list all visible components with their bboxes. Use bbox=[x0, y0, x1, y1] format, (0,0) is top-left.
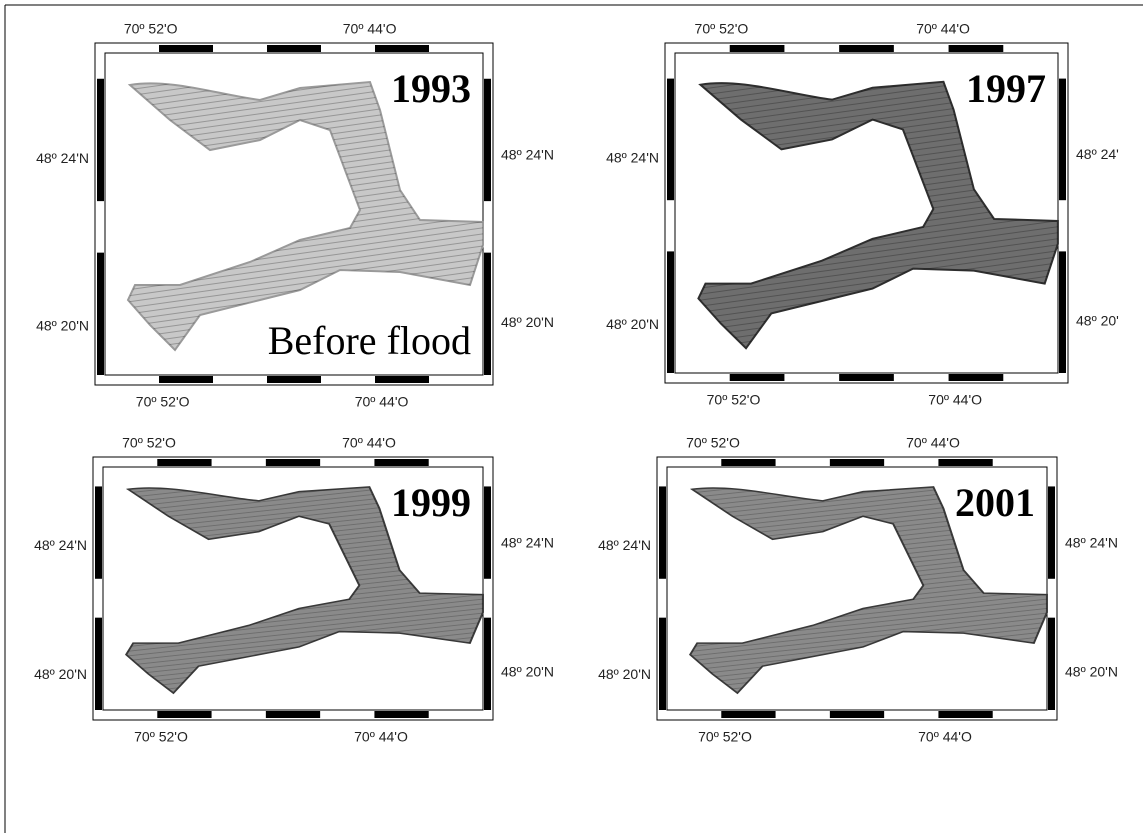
scale-bar bbox=[97, 253, 104, 375]
year-label: 1997 bbox=[966, 66, 1046, 111]
longitude-label: 70º 44'O bbox=[928, 392, 982, 408]
longitude-label: 70º 44'O bbox=[918, 729, 972, 745]
scale-bar bbox=[484, 253, 491, 375]
scale-bar bbox=[949, 45, 1004, 52]
scale-bar bbox=[159, 45, 213, 52]
latitude-label: 48º 20'N bbox=[36, 318, 89, 334]
scale-bar bbox=[938, 711, 992, 718]
longitude-label: 70º 52'O bbox=[122, 435, 176, 451]
longitude-label: 70º 44'O bbox=[916, 21, 970, 37]
longitude-label: 70º 44'O bbox=[355, 394, 409, 410]
longitude-label: 70º 52'O bbox=[124, 21, 178, 37]
scale-bar bbox=[1048, 618, 1055, 710]
scale-bar bbox=[1048, 486, 1055, 578]
map-panel: 2001 70º 52'O 70º 52'O 70º 44'O 70º 44'O 48º … bbox=[598, 435, 1118, 745]
scale-bar bbox=[374, 459, 428, 466]
scale-bar bbox=[97, 79, 104, 201]
scale-bar bbox=[266, 459, 320, 466]
longitude-label: 70º 52'O bbox=[136, 394, 190, 410]
year-label: 2001 bbox=[955, 480, 1035, 525]
panel-note: Before flood bbox=[268, 318, 471, 363]
latitude-label: 48º 20'N bbox=[1065, 663, 1118, 679]
scale-bar bbox=[375, 45, 429, 52]
scale-bar bbox=[157, 711, 211, 718]
year-label: 1993 bbox=[391, 66, 471, 111]
scale-bar bbox=[938, 459, 992, 466]
figure: 1993 Before flood 70º 52'O 70º 52'O 70º 44'O… bbox=[0, 0, 1143, 833]
scale-bar bbox=[375, 376, 429, 383]
latitude-label: 48º 24'N bbox=[501, 534, 554, 550]
latitude-label: 48º 20'N bbox=[501, 314, 554, 330]
latitude-label: 48º 24'N bbox=[606, 149, 659, 165]
scale-bar bbox=[484, 618, 491, 710]
scale-bar bbox=[721, 459, 775, 466]
scale-bar bbox=[839, 374, 894, 381]
scale-bar bbox=[721, 711, 775, 718]
longitude-label: 70º 44'O bbox=[354, 729, 408, 745]
scale-bar bbox=[949, 374, 1004, 381]
scale-bar bbox=[667, 79, 674, 201]
latitude-label: 48º 20'N bbox=[34, 666, 87, 682]
latitude-label: 48º 24'N bbox=[598, 537, 651, 553]
longitude-label: 70º 52'O bbox=[134, 729, 188, 745]
scale-bar bbox=[484, 486, 491, 578]
scale-bar bbox=[266, 711, 320, 718]
scale-bar bbox=[830, 459, 884, 466]
scale-bar bbox=[267, 376, 321, 383]
scale-bar bbox=[374, 711, 428, 718]
scale-bar bbox=[730, 45, 785, 52]
scale-bar bbox=[659, 618, 666, 710]
latitude-label: 48º 24'N bbox=[1065, 534, 1118, 550]
latitude-label: 48º 24'N bbox=[36, 150, 89, 166]
latitude-label: 48º 20'N bbox=[501, 663, 554, 679]
scale-bar bbox=[95, 618, 102, 710]
longitude-label: 70º 44'O bbox=[342, 435, 396, 451]
longitude-label: 70º 44'O bbox=[906, 435, 960, 451]
scale-bar bbox=[1059, 79, 1066, 201]
year-label: 1999 bbox=[391, 480, 471, 525]
latitude-label: 48º 20'N bbox=[598, 666, 651, 682]
longitude-label: 70º 52'O bbox=[707, 392, 761, 408]
longitude-label: 70º 52'O bbox=[698, 729, 752, 745]
scale-bar bbox=[667, 251, 674, 373]
scale-bar bbox=[830, 711, 884, 718]
longitude-label: 70º 52'O bbox=[686, 435, 740, 451]
scale-bar bbox=[267, 45, 321, 52]
latitude-label: 48º 24' bbox=[1076, 146, 1119, 162]
scale-bar bbox=[1059, 251, 1066, 373]
longitude-label: 70º 52'O bbox=[695, 21, 749, 37]
scale-bar bbox=[839, 45, 894, 52]
latitude-label: 48º 20' bbox=[1076, 313, 1119, 329]
map-panel: 1997 70º 52'O 70º 52'O 70º 44'O 70º 44'O 48º … bbox=[606, 21, 1119, 408]
map-panel: 1993 Before flood 70º 52'O 70º 52'O 70º 44'O… bbox=[36, 21, 554, 410]
scale-bar bbox=[157, 459, 211, 466]
map-panel: 1999 70º 52'O 70º 52'O 70º 44'O 70º 44'O 48º … bbox=[34, 435, 554, 745]
latitude-label: 48º 24'N bbox=[501, 147, 554, 163]
longitude-label: 70º 44'O bbox=[343, 21, 397, 37]
latitude-label: 48º 24'N bbox=[34, 537, 87, 553]
scale-bar bbox=[95, 486, 102, 578]
scale-bar bbox=[659, 486, 666, 578]
latitude-label: 48º 20'N bbox=[606, 316, 659, 332]
scale-bar bbox=[730, 374, 785, 381]
scale-bar bbox=[159, 376, 213, 383]
scale-bar bbox=[484, 79, 491, 201]
